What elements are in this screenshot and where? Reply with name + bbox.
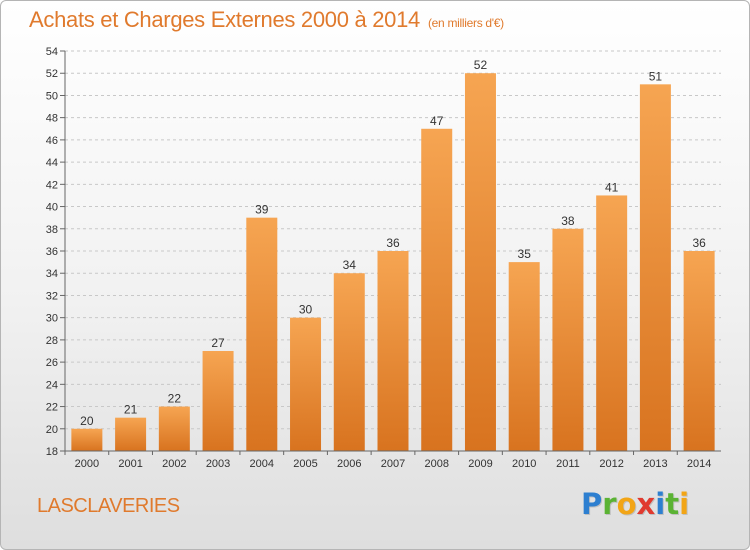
y-tick-label: 18 bbox=[46, 446, 58, 458]
bar-2011 bbox=[552, 228, 584, 451]
y-tick-label: 42 bbox=[46, 179, 58, 191]
chart-title: Achats et Charges Externes 2000 à 2014 bbox=[29, 7, 420, 32]
x-tick-label: 2009 bbox=[468, 458, 492, 470]
bar-2012 bbox=[596, 195, 628, 451]
x-tick-label: 2004 bbox=[250, 458, 274, 470]
bar-2009 bbox=[464, 73, 496, 451]
bar-value-label: 47 bbox=[430, 114, 444, 128]
bar-2006 bbox=[333, 273, 365, 451]
chart-title-block: Achats et Charges Externes 2000 à 2014 (e… bbox=[29, 7, 504, 33]
bar-2007 bbox=[377, 251, 409, 451]
y-tick-label: 26 bbox=[46, 357, 58, 369]
y-tick-label: 30 bbox=[46, 313, 58, 325]
logo-letter: x bbox=[636, 487, 656, 521]
x-tick-label: 2006 bbox=[337, 458, 361, 470]
bar-value-label: 36 bbox=[386, 236, 400, 250]
bar-value-label: 21 bbox=[124, 403, 138, 417]
y-tick-label: 24 bbox=[46, 379, 58, 391]
bar-value-label: 51 bbox=[649, 69, 663, 83]
x-tick-label: 2007 bbox=[381, 458, 405, 470]
bar-2003 bbox=[202, 351, 234, 451]
y-tick-label: 28 bbox=[46, 335, 58, 347]
bar-2000 bbox=[71, 428, 103, 451]
bar-2008 bbox=[421, 128, 453, 451]
logo-letter: t bbox=[665, 487, 680, 521]
chart-subtitle: (en milliers d'€) bbox=[427, 16, 504, 30]
bar-2005 bbox=[290, 317, 322, 451]
bar-value-label: 30 bbox=[299, 303, 313, 317]
bar-value-label: 34 bbox=[343, 258, 357, 272]
y-tick-label: 50 bbox=[46, 90, 58, 102]
y-tick-label: 44 bbox=[46, 157, 58, 169]
y-tick-label: 32 bbox=[46, 290, 58, 302]
x-tick-label: 2003 bbox=[206, 458, 230, 470]
x-axis: 2000 2001 2002 2003 2004 2005 2006 2007 2008 2009… bbox=[64, 450, 721, 470]
bar-2014 bbox=[683, 251, 715, 451]
x-tick-label: 2008 bbox=[424, 458, 448, 470]
logo-letter: i bbox=[655, 487, 666, 521]
bar-2013 bbox=[639, 84, 671, 451]
y-tick-label: 22 bbox=[46, 402, 58, 414]
location-label: LASCLAVERIES bbox=[37, 495, 180, 517]
bar-value-label: 39 bbox=[255, 203, 269, 217]
y-tick-label: 20 bbox=[46, 424, 58, 436]
bar-value-label: 35 bbox=[518, 247, 532, 261]
bar-value-label: 41 bbox=[605, 180, 619, 194]
logo-letter: r bbox=[602, 487, 617, 521]
logo-letter: o bbox=[616, 487, 637, 521]
y-tick-label: 46 bbox=[46, 135, 58, 147]
x-tick-label: 2001 bbox=[118, 458, 142, 470]
y-tick-label: 52 bbox=[46, 68, 58, 80]
bars: 20 21 22 27 39 30 34 36 47 52 35 38 41 51 36 bbox=[71, 58, 715, 451]
y-tick-label: 38 bbox=[46, 224, 58, 236]
bar-value-label: 36 bbox=[692, 236, 706, 250]
logo-letter: i bbox=[679, 487, 690, 521]
x-tick-label: 2005 bbox=[293, 458, 317, 470]
bar-2004 bbox=[246, 217, 278, 451]
x-tick-label: 2011 bbox=[556, 458, 580, 470]
proxiti-logo: Proxiti bbox=[581, 487, 689, 521]
bar-2001 bbox=[115, 417, 147, 451]
y-tick-label: 36 bbox=[46, 246, 58, 258]
x-tick-label: 2010 bbox=[512, 458, 536, 470]
bar-value-label: 20 bbox=[80, 414, 94, 428]
logo-letter: P bbox=[581, 487, 603, 521]
bar-value-label: 22 bbox=[168, 392, 182, 406]
y-tick-label: 40 bbox=[46, 202, 58, 214]
bar-value-label: 38 bbox=[561, 214, 575, 228]
y-tick-label: 34 bbox=[46, 268, 58, 280]
y-tick-label: 48 bbox=[46, 113, 58, 125]
bar-2002 bbox=[158, 406, 190, 451]
bar-2010 bbox=[508, 262, 540, 451]
x-tick-label: 2014 bbox=[687, 458, 711, 470]
y-axis: 18 20 22 24 26 28 30 32 34 36 38 40 42 44 46 48 50 52 54 bbox=[46, 46, 66, 458]
y-tick-label: 54 bbox=[46, 46, 58, 58]
x-tick-label: 2013 bbox=[643, 458, 667, 470]
x-tick-label: 2002 bbox=[162, 458, 186, 470]
x-tick-label: 2000 bbox=[75, 458, 99, 470]
bar-value-label: 52 bbox=[474, 58, 488, 72]
bar-value-label: 27 bbox=[211, 336, 225, 350]
x-tick-label: 2012 bbox=[599, 458, 623, 470]
